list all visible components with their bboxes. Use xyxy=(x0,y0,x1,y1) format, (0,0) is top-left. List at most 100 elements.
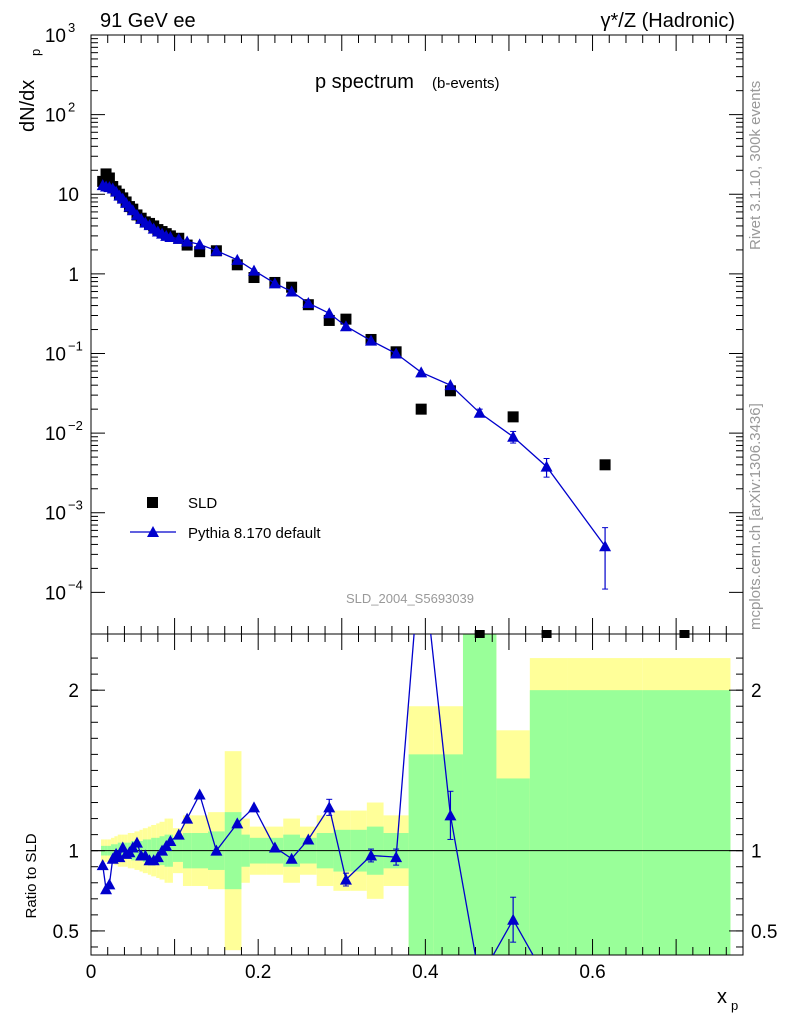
process-label: γ*/Z (Hadronic) xyxy=(601,10,735,32)
x-tick-label: 0.4 xyxy=(412,962,439,983)
pythia-data-point xyxy=(473,406,486,418)
ratio-data-point xyxy=(210,844,223,856)
pythia-data-point xyxy=(444,379,457,391)
ratio-y-axis-label: Ratio to SLD xyxy=(23,833,40,918)
x-tick-label: 0 xyxy=(86,962,97,983)
pythia-data-point xyxy=(210,244,223,256)
ratio-panel: 0 0.2 0.4 0.6 0.5 0.5 1 1 2 2 xyxy=(53,540,777,984)
green-band-bin xyxy=(496,778,530,955)
pythia-data-point xyxy=(181,235,194,247)
sld-data-point xyxy=(103,172,115,184)
green-band-bin xyxy=(567,690,643,955)
pythia-data-point xyxy=(268,277,281,289)
y-tick-label: 1 xyxy=(68,265,79,286)
ratio-y-tick-label-right: 0.5 xyxy=(751,922,777,943)
sld-data-point xyxy=(599,459,611,471)
pythia-data-point xyxy=(540,460,553,472)
plot-subtitle: (b-events) xyxy=(432,75,500,92)
legend-label-pythia: Pythia 8.170 default xyxy=(188,525,321,542)
ratio-series xyxy=(96,540,534,984)
svg-text:dN/dx: dN/dx xyxy=(17,80,39,132)
green-band-bin xyxy=(462,634,497,955)
y-tick-exponent: 3 xyxy=(68,20,75,35)
y-tick-label: 10 xyxy=(45,344,66,365)
green-band-bin xyxy=(642,690,731,955)
top-frame-border xyxy=(90,34,744,635)
svg-text:p: p xyxy=(731,998,738,1013)
sld-offscale-marker xyxy=(679,630,690,638)
ratio-data-point xyxy=(96,859,109,871)
ratio-data-point xyxy=(285,852,298,864)
ratio-y-tick-label: 2 xyxy=(68,681,79,702)
green-band-bin xyxy=(408,754,434,955)
mcplots-source-label: mcplots.cern.ch [arXiv:1306.3436] xyxy=(747,403,764,630)
ratio-data-point xyxy=(302,833,315,845)
pythia-data-point xyxy=(323,307,336,319)
pythia-data-point xyxy=(507,430,520,442)
energy-label: 91 GeV ee xyxy=(100,10,196,32)
pythia-data-point xyxy=(302,297,315,309)
svg-text:p: p xyxy=(28,49,43,56)
pythia-data-point xyxy=(599,540,612,552)
ratio-data-point xyxy=(268,841,281,853)
ratio-data-point xyxy=(248,801,260,813)
ratio-y-tick-label-right: 1 xyxy=(751,842,762,863)
legend-marker-sld xyxy=(147,497,158,508)
y-tick-exponent: −1 xyxy=(68,338,83,353)
legend: SLD Pythia 8.170 default xyxy=(130,495,321,542)
sld-offscale-marker xyxy=(541,630,552,638)
plot-title: p spectrum xyxy=(315,71,414,93)
pythia-data-point xyxy=(231,253,244,265)
pythia-data-point xyxy=(248,264,260,276)
pythia-series xyxy=(96,179,612,590)
y-tick-label: 10 xyxy=(45,504,66,525)
ratio-data-point xyxy=(415,540,427,551)
ratio-data-point xyxy=(444,809,457,821)
sld-data-point xyxy=(248,272,260,284)
sld-data-point xyxy=(340,313,352,325)
ratio-data-point xyxy=(151,851,164,863)
ratio-frame-border xyxy=(90,633,744,956)
ratio-data-point xyxy=(113,851,126,863)
ratio-data-point xyxy=(130,836,143,848)
sld-data-point xyxy=(507,411,519,423)
pythia-data-point xyxy=(172,232,185,244)
sld-offscale-marker xyxy=(474,630,485,638)
y-tick-exponent: −4 xyxy=(68,577,83,592)
ratio-bands xyxy=(101,634,731,955)
analysis-id: SLD_2004_S5693039 xyxy=(346,591,474,606)
ratio-y-tick-label: 1 xyxy=(68,842,79,863)
y-axis-label: dN/dx p xyxy=(17,49,43,132)
ratio-data-point xyxy=(339,873,352,885)
ratio-data-point xyxy=(474,973,486,984)
pythia-data-point xyxy=(415,366,428,378)
sld-data-point xyxy=(194,246,206,258)
ratio-data-point xyxy=(390,851,403,863)
pythia-data-point xyxy=(164,231,177,243)
pythia-data-point xyxy=(193,238,206,250)
pythia-data-point xyxy=(365,334,378,346)
ratio-data-point xyxy=(103,878,116,890)
ratio-data-point xyxy=(231,817,244,829)
ratio-data-point xyxy=(507,913,520,925)
y-tick-exponent: 2 xyxy=(68,100,75,115)
pythia-data-point xyxy=(339,320,352,332)
y-tick-exponent: −2 xyxy=(68,418,83,433)
y-tick-label: 10 xyxy=(45,26,66,47)
ratio-data-point xyxy=(172,828,185,840)
ratio-y-tick-label: 0.5 xyxy=(53,922,79,943)
x-tick-label: 0.2 xyxy=(245,962,271,983)
y-tick-label: 10 xyxy=(45,106,66,127)
rivet-version-label: Rivet 3.1.10, 300k events xyxy=(747,81,764,250)
ratio-data-point xyxy=(181,812,194,824)
pythia-data-point xyxy=(390,347,403,359)
y-tick-label: 10 xyxy=(45,583,66,604)
x-tick-label: 0.6 xyxy=(579,962,605,983)
x-axis-label: x p xyxy=(717,986,738,1013)
sld-series xyxy=(97,168,611,471)
sld-data-point xyxy=(444,385,456,397)
legend-marker-pythia xyxy=(147,526,159,537)
ratio-data-point xyxy=(164,835,177,847)
